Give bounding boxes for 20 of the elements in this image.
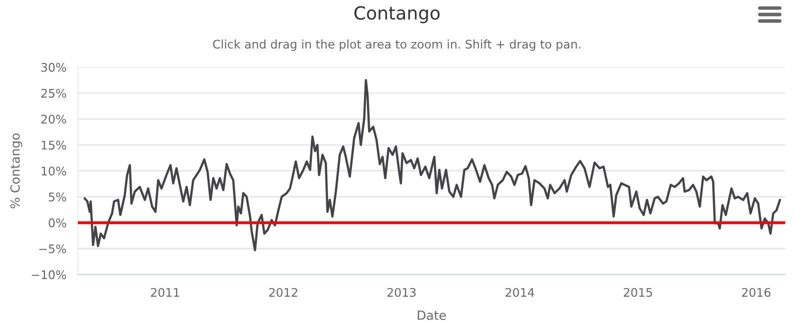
line-series bbox=[84, 79, 782, 252]
y-axis-title: % Contango bbox=[10, 133, 22, 208]
y-tick-label: −10% bbox=[32, 270, 66, 280]
chart-title: Contango bbox=[354, 6, 440, 24]
x-tick-label: 2011 bbox=[151, 288, 180, 297]
y-tick-label: 25% bbox=[41, 88, 66, 98]
x-axis-title: Date bbox=[418, 310, 446, 320]
x-tick-label: 2016 bbox=[742, 288, 770, 297]
y-tick-label: 10% bbox=[42, 166, 66, 176]
y-tick-label: 30% bbox=[41, 62, 66, 72]
x-tick-label: 2012 bbox=[269, 288, 298, 297]
y-tick-label: 20% bbox=[41, 114, 66, 124]
y-tick-label: −5% bbox=[39, 244, 66, 254]
x-tick-label: 2015 bbox=[624, 288, 652, 297]
chart-subtitle: Click and drag in the plot area to zoom in. Shift + drag to pan. bbox=[213, 40, 580, 51]
y-tick-label: 5% bbox=[48, 192, 66, 202]
x-tick-label: 2013 bbox=[387, 288, 416, 297]
x-tick-label: 2014 bbox=[506, 288, 534, 297]
y-tick-label: 0% bbox=[48, 218, 66, 228]
y-tick-label: 15% bbox=[42, 140, 66, 150]
